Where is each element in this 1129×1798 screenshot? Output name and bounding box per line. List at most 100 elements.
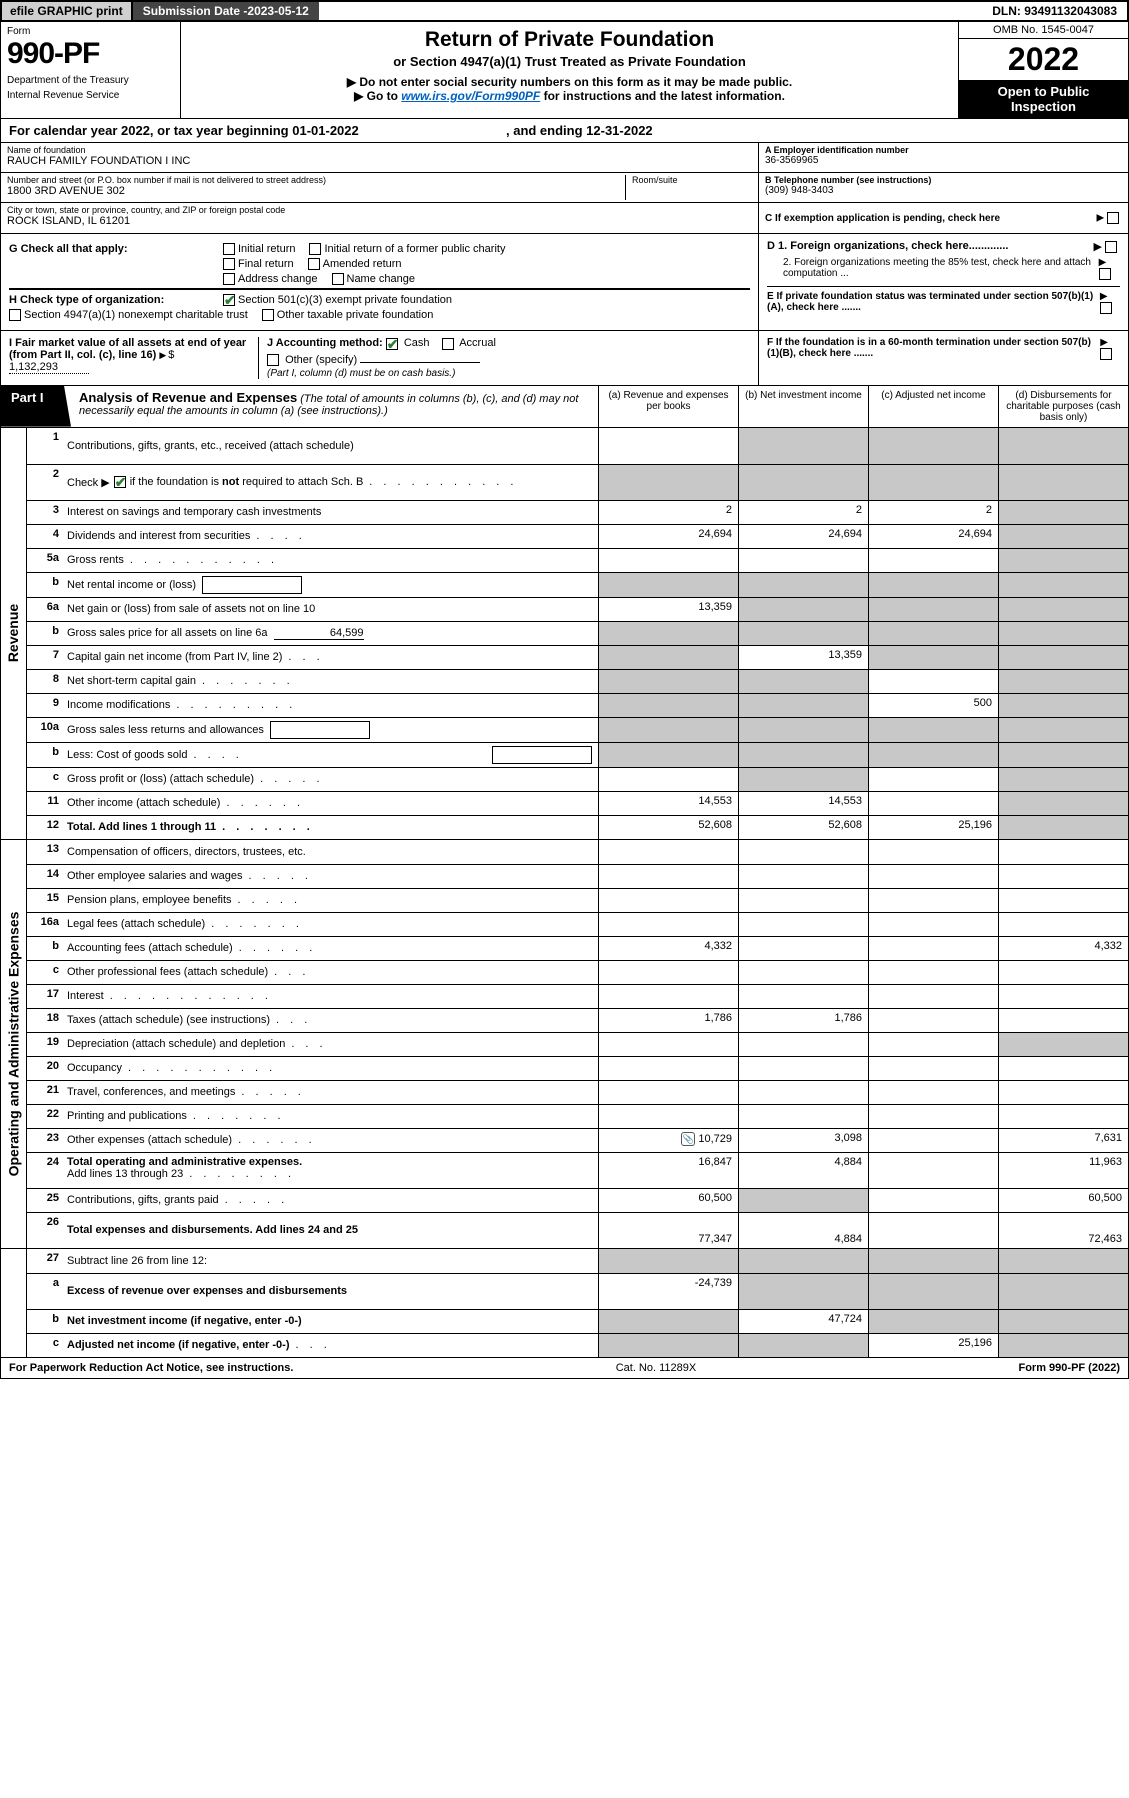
efile-suffix: print bbox=[96, 4, 123, 18]
info-grid: Name of foundation RAUCH FAMILY FOUNDATI… bbox=[0, 143, 1129, 234]
g-opt-5: Name change bbox=[347, 273, 416, 285]
r27-d bbox=[998, 1249, 1128, 1273]
r11-b: 14,553 bbox=[738, 792, 868, 815]
f-checkbox[interactable] bbox=[1100, 348, 1112, 360]
omb-number: OMB No. 1545-0047 bbox=[959, 22, 1128, 39]
r5b-box[interactable] bbox=[202, 576, 302, 594]
r11-text: Other income (attach schedule) bbox=[67, 797, 220, 809]
line-3-desc: Interest on savings and temporary cash i… bbox=[65, 501, 598, 524]
dots: . . . . . . . . . . . . bbox=[110, 990, 592, 1002]
line-5a-num: 5a bbox=[27, 549, 65, 572]
r10b-b bbox=[738, 743, 868, 767]
line-23-desc: Other expenses (attach schedule) . . . .… bbox=[65, 1129, 598, 1152]
r23-c bbox=[868, 1129, 998, 1152]
r19-b bbox=[738, 1033, 868, 1056]
r27c-a bbox=[598, 1334, 738, 1357]
row-10a: 10a Gross sales less returns and allowan… bbox=[27, 717, 1128, 742]
row-27-body: 27 Subtract line 26 from line 12: a Exce… bbox=[27, 1249, 1128, 1357]
r2-checkbox[interactable] bbox=[114, 476, 126, 488]
h-opt1: Section 501(c)(3) exempt private foundat… bbox=[238, 294, 452, 306]
e-checkbox[interactable] bbox=[1100, 302, 1112, 314]
expenses-label-text: Operating and Administrative Expenses bbox=[6, 911, 22, 1176]
r14-text: Other employee salaries and wages bbox=[67, 870, 242, 882]
revenue-body: 1 Contributions, gifts, grants, etc., re… bbox=[27, 428, 1128, 839]
r5b-c bbox=[868, 573, 998, 597]
row-10b: b Less: Cost of goods sold . . . . bbox=[27, 742, 1128, 767]
i-j-left: I Fair market value of all assets at end… bbox=[1, 331, 758, 384]
line-14-desc: Other employee salaries and wages . . . … bbox=[65, 865, 598, 888]
line-10a-desc: Gross sales less returns and allowances bbox=[65, 718, 598, 742]
row-27: 27 Subtract line 26 from line 12: bbox=[27, 1249, 1128, 1273]
dots: . . . . . . . . . bbox=[176, 699, 592, 711]
r8-a bbox=[598, 670, 738, 693]
j-other-checkbox[interactable] bbox=[267, 354, 279, 366]
r24-text2: Add lines 13 through 23 bbox=[67, 1168, 183, 1180]
line-19-desc: Depreciation (attach schedule) and deple… bbox=[65, 1033, 598, 1056]
row-27-block: 27 Subtract line 26 from line 12: a Exce… bbox=[0, 1249, 1129, 1358]
r16b-c bbox=[868, 937, 998, 960]
attachment-icon[interactable]: 📎 bbox=[681, 1132, 695, 1146]
r7-a bbox=[598, 646, 738, 669]
g-initial-return-checkbox[interactable] bbox=[223, 243, 235, 255]
arrow-icon: ▶ bbox=[1097, 212, 1122, 224]
d2-row: 2. Foreign organizations meeting the 85%… bbox=[767, 257, 1120, 280]
g-amended-return-checkbox[interactable] bbox=[308, 258, 320, 270]
g-final-return-checkbox[interactable] bbox=[223, 258, 235, 270]
row-21: 21 Travel, conferences, and meetings . .… bbox=[27, 1080, 1128, 1104]
header-right: OMB No. 1545-0047 2022 Open to Public In… bbox=[958, 22, 1128, 118]
c-checkbox[interactable] bbox=[1107, 212, 1119, 224]
line-16a-desc: Legal fees (attach schedule) . . . . . .… bbox=[65, 913, 598, 936]
dots: . . . bbox=[291, 1038, 592, 1050]
h-4947-checkbox[interactable] bbox=[9, 309, 21, 321]
part1-title: Analysis of Revenue and Expenses bbox=[79, 390, 297, 405]
inspection-line2: Inspection bbox=[959, 99, 1128, 114]
row-27b: b Net investment income (if negative, en… bbox=[27, 1309, 1128, 1333]
r27c-d bbox=[998, 1334, 1128, 1357]
g-name-change-checkbox[interactable] bbox=[332, 273, 344, 285]
r25-d: 60,500 bbox=[998, 1189, 1128, 1212]
line-21-num: 21 bbox=[27, 1081, 65, 1104]
j-accrual-checkbox[interactable] bbox=[442, 338, 454, 350]
line-9-desc: Income modifications . . . . . . . . . bbox=[65, 694, 598, 717]
r10b-box[interactable] bbox=[492, 746, 592, 764]
row-7: 7 Capital gain net income (from Part IV,… bbox=[27, 645, 1128, 669]
line-1-num: 1 bbox=[27, 428, 65, 464]
d2-checkbox[interactable] bbox=[1099, 268, 1111, 280]
irs-link[interactable]: www.irs.gov/Form990PF bbox=[401, 89, 540, 103]
r1-c bbox=[868, 428, 998, 464]
r15-text: Pension plans, employee benefits bbox=[67, 894, 232, 906]
row-1: 1 Contributions, gifts, grants, etc., re… bbox=[27, 428, 1128, 464]
r9-text: Income modifications bbox=[67, 699, 170, 711]
r8-b bbox=[738, 670, 868, 693]
d1-checkbox[interactable] bbox=[1105, 241, 1117, 253]
h-opt3: Other taxable private foundation bbox=[277, 309, 434, 321]
r6b-b bbox=[738, 622, 868, 645]
r10a-d bbox=[998, 718, 1128, 742]
g-former-charity-checkbox[interactable] bbox=[309, 243, 321, 255]
h-other-taxable-checkbox[interactable] bbox=[262, 309, 274, 321]
g-opt-4: Amended return bbox=[323, 258, 402, 270]
r20-b bbox=[738, 1057, 868, 1080]
g-address-change-checkbox[interactable] bbox=[223, 273, 235, 285]
r10c-b bbox=[738, 768, 868, 791]
line-27b-desc: Net investment income (if negative, ente… bbox=[65, 1310, 598, 1333]
row-6b: b Gross sales price for all assets on li… bbox=[27, 621, 1128, 645]
r20-d bbox=[998, 1057, 1128, 1080]
line-1-desc: Contributions, gifts, grants, etc., rece… bbox=[65, 428, 598, 464]
efile-print-button[interactable]: efile GRAPHIC print bbox=[2, 2, 133, 20]
line-6b-num: b bbox=[27, 622, 65, 645]
line-13-desc: Compensation of officers, directors, tru… bbox=[65, 840, 598, 864]
revenue-label-text: Revenue bbox=[6, 604, 22, 662]
j-cash-checkbox[interactable] bbox=[386, 338, 398, 350]
r1-b bbox=[738, 428, 868, 464]
form-subtitle: or Section 4947(a)(1) Trust Treated as P… bbox=[191, 54, 948, 69]
line-26-desc: Total expenses and disbursements. Add li… bbox=[65, 1213, 598, 1248]
col-d-header: (d) Disbursements for charitable purpose… bbox=[998, 386, 1128, 427]
r10a-box[interactable] bbox=[270, 721, 370, 739]
r27b-a bbox=[598, 1310, 738, 1333]
r3-a: 2 bbox=[598, 501, 738, 524]
dots: . . . bbox=[274, 966, 592, 978]
h-501c3-checkbox[interactable] bbox=[223, 294, 235, 306]
r12-text: Total. Add lines 1 through 11 bbox=[67, 821, 216, 833]
r10c-text: Gross profit or (loss) (attach schedule) bbox=[67, 773, 254, 785]
